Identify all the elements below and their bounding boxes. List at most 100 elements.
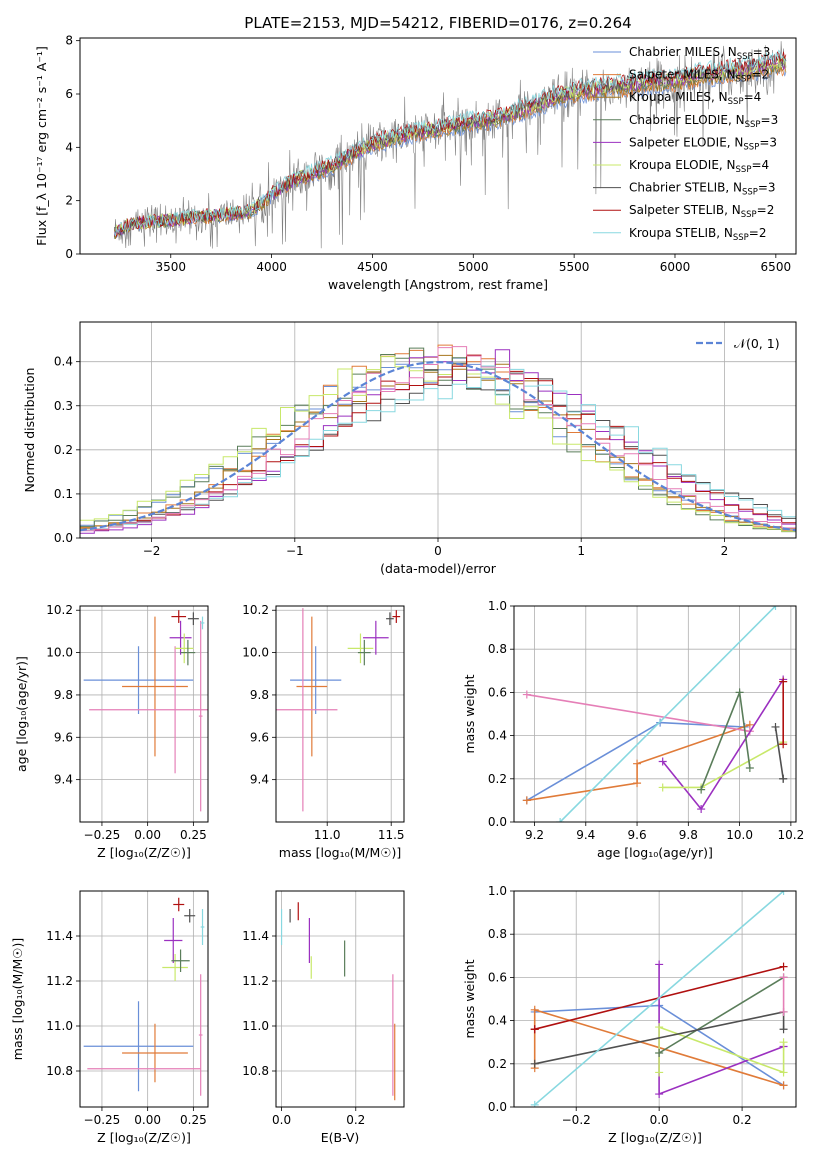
mw_vs_age-series-line-2: [526, 693, 751, 733]
mass_vs_Z-xtick-label: 0.00: [134, 1113, 161, 1127]
mw_vs_age-marker: [745, 764, 754, 772]
mw_vs_Z-marker: [530, 1025, 539, 1034]
age_vs_Z-ylabel: age [log₁₀(age/yr)]: [14, 656, 29, 772]
mw_vs_Z-marker: [779, 1025, 788, 1034]
mw_vs_Z-series-line-4: [658, 976, 785, 1054]
age_vs_Z-xtick-label: 0.25: [180, 828, 207, 842]
mw_vs_age-ytick-label: 0.0: [488, 815, 507, 829]
residuals-xlabel: (data-model)/error: [380, 561, 497, 576]
mw_vs_Z-marker: [655, 1068, 664, 1077]
age_vs_Z-ytick-label: 9.4: [54, 773, 73, 787]
mw_vs_age-xtick-label: 10.0: [726, 828, 753, 842]
age_vs_mass-xtick-label: 11.5: [378, 828, 405, 842]
legend-label-sub: SSP: [741, 210, 757, 220]
spectrum-xtick-label: 5500: [559, 260, 590, 274]
legend-label-main: Salpeter STELIB, N: [629, 203, 741, 217]
mw_vs_Z-marker: [530, 1059, 539, 1068]
mw_vs_age-series-line-3: [662, 678, 784, 811]
spectrum-ytick-label: 8: [65, 34, 73, 48]
mass_vs_Z-ylabel: mass [log₁₀(M/M☉)]: [10, 938, 25, 1060]
age_vs_mass-ytick-label: 9.8: [250, 688, 269, 702]
legend-label-end: =3: [759, 135, 777, 149]
mw_vs_Z-marker: [779, 962, 788, 971]
spectrum-legend-label: Chabrier ELODIE, NSSP=3: [629, 113, 778, 130]
age_vs_Z-points: [83, 610, 208, 812]
mw_vs_Z-xtick-label: 0.2: [733, 1113, 752, 1127]
spectrum-legend-label: Salpeter STELIB, NSSP=2: [629, 203, 774, 220]
mw_vs_Z-marker: [655, 960, 664, 969]
mw_vs_Z-ytick-label: 0.6: [488, 970, 507, 984]
spectrum-axes: 3500 4000 4500 5000 5500 6000 6500 0 2 4 6 8 wavelen…: [34, 34, 791, 292]
spectrum-xtick-label: 4500: [357, 260, 388, 274]
spectrum-model-line-7: [113, 51, 787, 238]
legend-label-end: =2: [749, 226, 767, 240]
mass_vs_ebv-xlabel: E(B-V): [321, 1130, 360, 1145]
mw_vs_age-frame: [513, 605, 797, 823]
residuals-xtick-label: −1: [286, 544, 304, 558]
residuals-ytick-label: 0.0: [54, 531, 73, 545]
legend-label-end: =2: [751, 68, 769, 82]
mw_vs_Z-series-line-7: [534, 891, 785, 1106]
mw_vs_age-marker: [779, 774, 788, 783]
legend-label-end: =3: [761, 113, 779, 127]
mw_vs_age-marker: [633, 779, 642, 788]
legend-label-sub: SSP: [742, 188, 758, 198]
mw_vs_age-ytick-label: 1.0: [488, 599, 507, 613]
mass_vs_Z-xtick-label: 0.25: [180, 1113, 207, 1127]
mw_vs_age-series-line-5: [700, 689, 751, 790]
mass_vs_Z-ytick-label: 10.8: [46, 1064, 73, 1078]
mass_vs_ebv-xtick-label: 0.0: [272, 1113, 291, 1127]
legend-label-sub: SSP: [736, 75, 752, 85]
mw_vs_Z-marker: [779, 1007, 788, 1016]
residuals-xtick-label: −2: [143, 544, 161, 558]
legend-label-end: =3: [758, 181, 776, 195]
age_vs_mass-points: [276, 608, 401, 812]
legend-label-sub: SSP: [728, 97, 744, 107]
mw_vs_age-lines: [522, 606, 788, 822]
mw_vs_age-axes: 9.2 9.4 9.6 9.8 10.0 10.2 0.0 0.2 0.4 0.6 0.8 1.0 ag…: [462, 599, 804, 860]
legend-label-main: Kroupa STELIB, N: [629, 226, 733, 240]
legend-label-sub: SSP: [745, 120, 761, 130]
mw_vs_age-series-line-1: [526, 724, 751, 802]
age_vs_Z-xlabel: Z [log₁₀(Z/Z☉)]: [97, 845, 191, 860]
mw_vs_age-marker: [771, 606, 780, 610]
mw_vs_Z-series-line-2: [658, 964, 784, 1096]
age_vs_Z-ytick-label: 10.2: [46, 603, 73, 617]
residuals-ylabel: Normed distribution: [22, 368, 37, 493]
mw_vs_age-marker: [633, 759, 642, 768]
mass_vs_Z-xtick-label: −0.25: [84, 1113, 121, 1127]
residual-hist-9: [80, 346, 796, 532]
residuals-xtick-label: 2: [721, 544, 729, 558]
spectrum-xtick-label: 6000: [660, 260, 691, 274]
mw_vs_Z-ytick-label: 0.0: [488, 1100, 507, 1114]
mw_vs_Z-marker: [530, 1100, 539, 1107]
mass_vs_ebv-ytick-label: 11.2: [242, 974, 269, 988]
residual-hist-7: [80, 354, 796, 531]
spectrum-xtick-label: 3500: [155, 260, 186, 274]
age_vs_Z-ytick-label: 10.0: [46, 646, 73, 660]
mw_vs_age-xtick-label: 9.6: [628, 828, 647, 842]
age_vs_mass-ytick-label: 10.0: [242, 646, 269, 660]
mw_vs_Z-marker: [779, 891, 788, 895]
legend-label-end: =3: [753, 45, 771, 59]
mass_vs_ebv-frame: [275, 890, 405, 1108]
legend-label-sub: SSP: [737, 52, 753, 62]
age_vs_Z-ytick-label: 9.8: [54, 688, 73, 702]
legend-label-main: Chabrier MILES, N: [629, 45, 737, 59]
age_vs_Z-ytick-label: 9.6: [54, 730, 73, 744]
mw_vs_age-ylabel: mass weight: [462, 674, 477, 753]
spectrum-legend-label: Kroupa STELIB, NSSP=2: [629, 226, 767, 243]
mass_vs_Z-xlabel: Z [log₁₀(Z/Z☉)]: [97, 1130, 191, 1145]
mw_vs_age-ytick-label: 0.8: [488, 642, 507, 656]
mw_vs_Z-marker: [779, 1038, 788, 1047]
mw_vs_age-ytick-label: 0.2: [488, 772, 507, 786]
gauss-curve: [80, 360, 796, 532]
mass_vs_Z-ytick-label: 11.0: [46, 1019, 73, 1033]
mw_vs_Z-xtick-label: −0.2: [562, 1113, 591, 1127]
mass_vs_Z-ytick-label: 11.4: [46, 929, 73, 943]
spectrum-xtick-label: 4000: [256, 260, 287, 274]
age_vs_Z-xtick-label: −0.25: [84, 828, 121, 842]
mass_vs_Z-ytick-label: 11.2: [46, 974, 73, 988]
